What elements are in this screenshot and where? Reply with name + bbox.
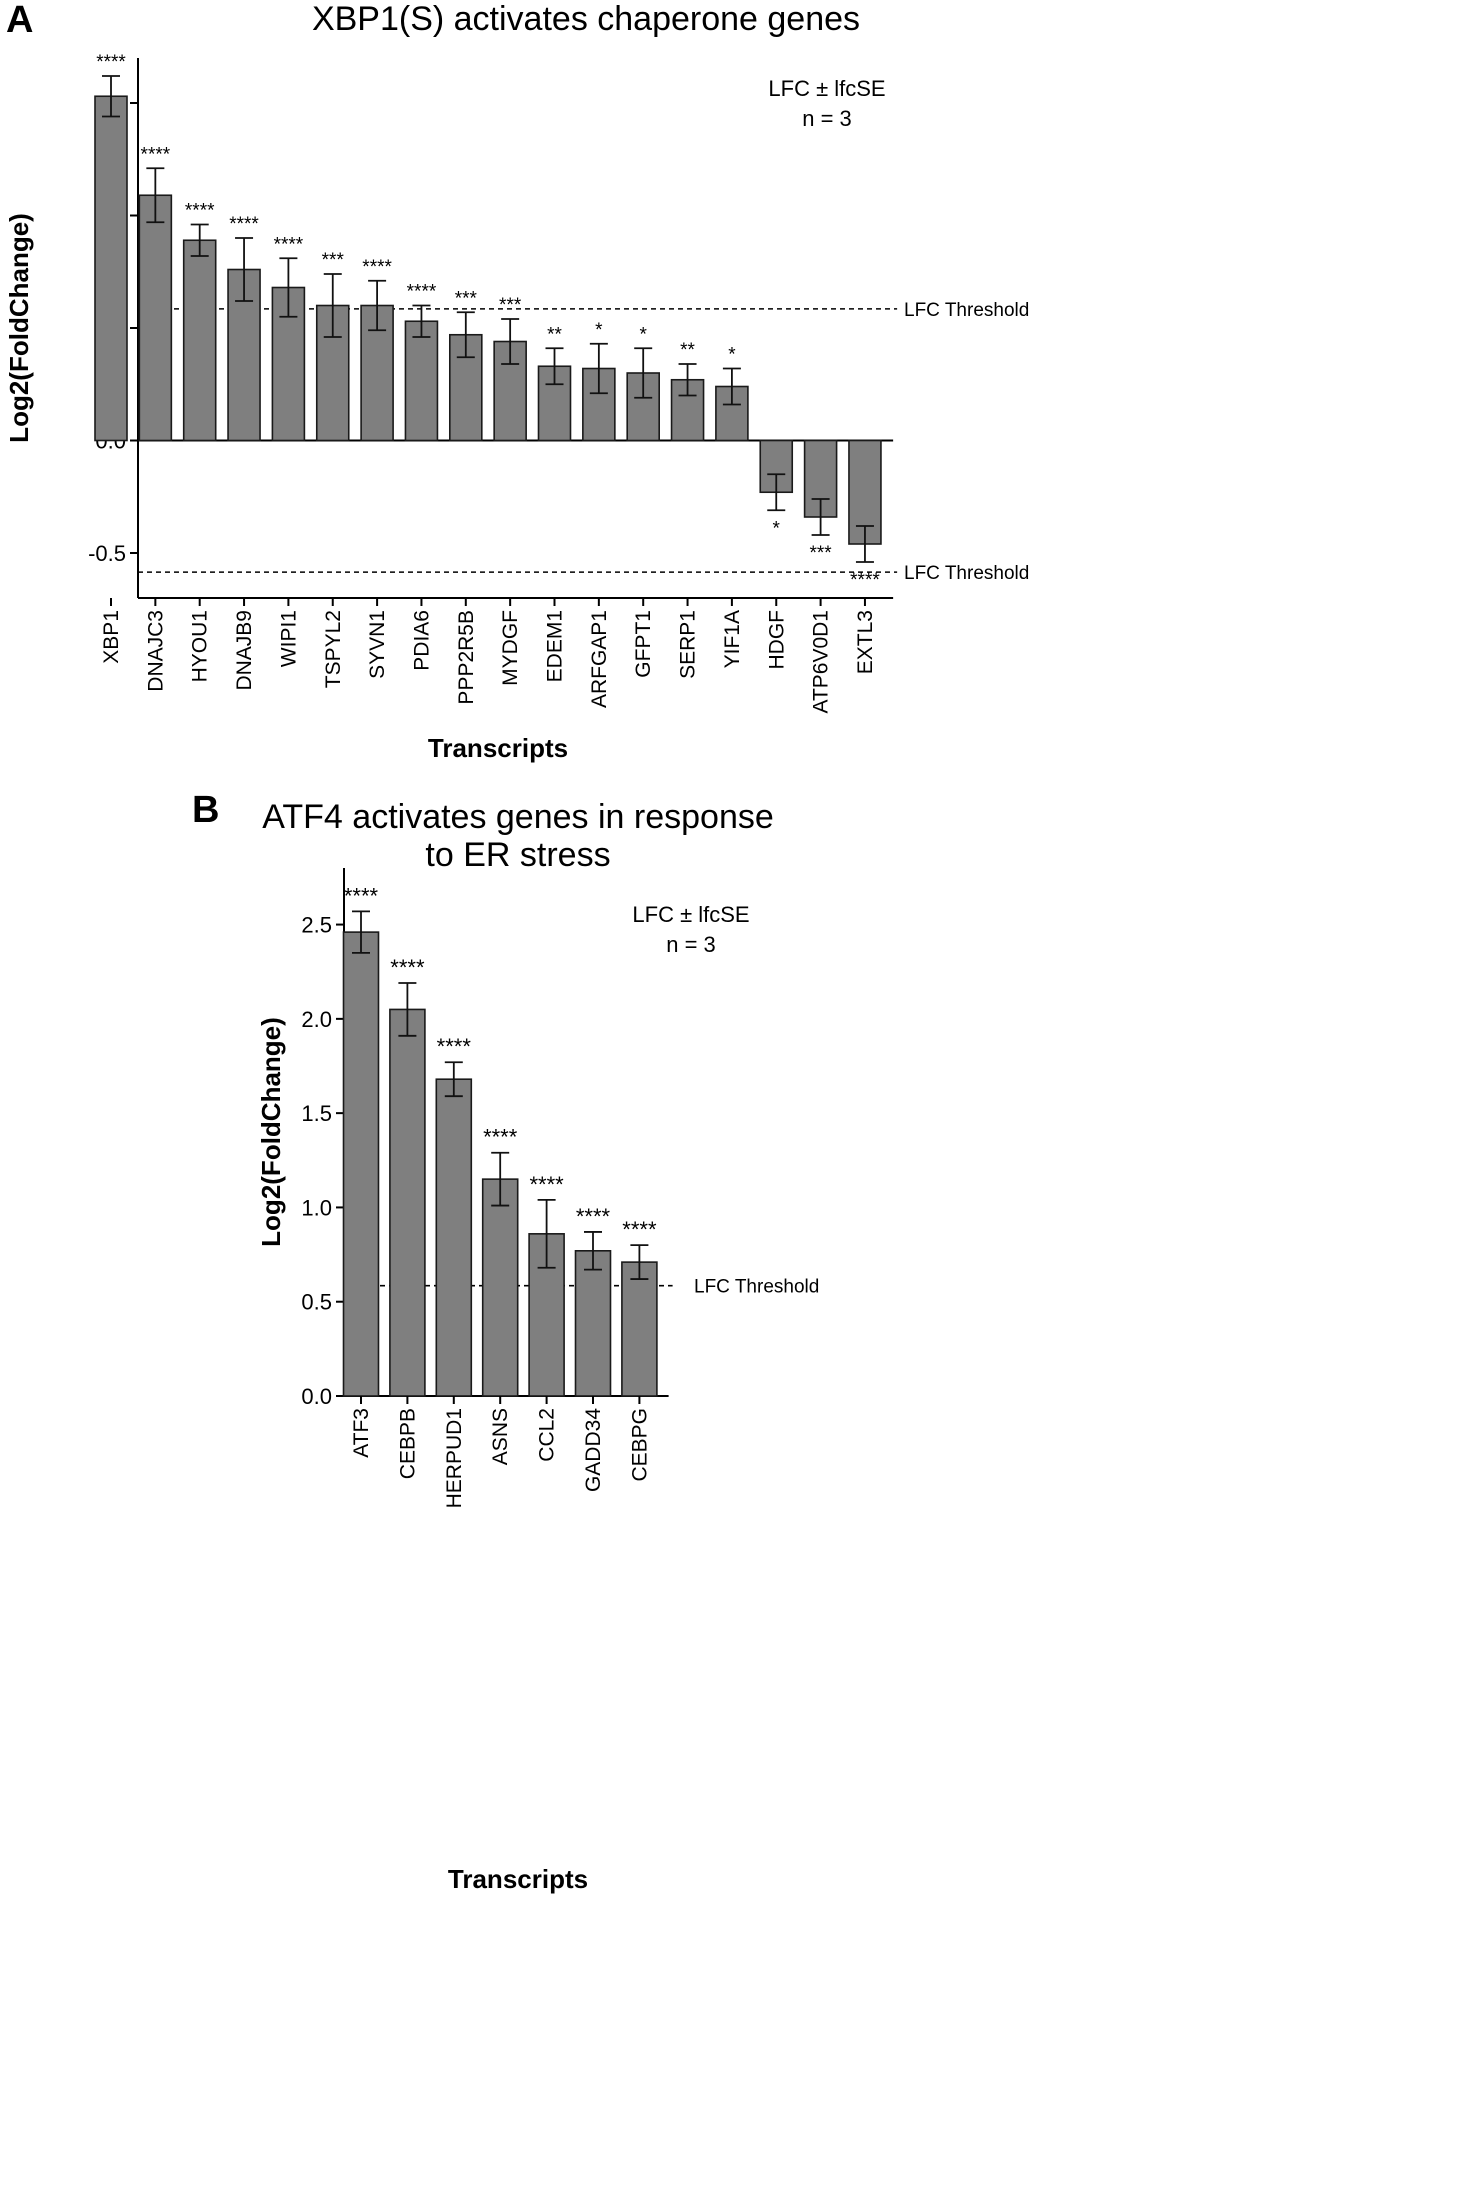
significance-label: * xyxy=(639,324,647,345)
x-category-label: ASNS xyxy=(489,1408,512,1465)
bar-hyou1 xyxy=(182,239,217,442)
significance-label: *** xyxy=(499,295,522,316)
x-category-label: HYOU1 xyxy=(189,610,212,682)
x-category-label: TSPYL2 xyxy=(322,610,345,688)
significance-label: * xyxy=(728,345,736,366)
x-category-label: ATP6V0D1 xyxy=(810,610,833,714)
bar-asns xyxy=(481,1178,519,1397)
significance-label: **** xyxy=(229,214,259,235)
x-category-label: CCL2 xyxy=(536,1408,559,1462)
x-category-label: YIF1A xyxy=(721,610,744,668)
significance-label: **** xyxy=(437,1034,472,1059)
significance-label: **** xyxy=(96,52,126,73)
x-category-label: DNAJC3 xyxy=(144,610,167,692)
significance-label: ** xyxy=(547,324,562,345)
significance-label: *** xyxy=(810,543,833,564)
y-axis-title: Log2(FoldChange) xyxy=(256,1017,286,1247)
y-tick-label: 2.0 xyxy=(301,1007,332,1032)
bar-atf3 xyxy=(342,931,380,1397)
significance-label: **** xyxy=(185,201,215,222)
y-axis-title: Log2(FoldChange) xyxy=(4,213,34,443)
x-category-label: MYDGF xyxy=(499,610,522,686)
x-category-label: EDEM1 xyxy=(544,610,567,682)
significance-label: *** xyxy=(455,288,478,309)
x-category-label: EXTL3 xyxy=(854,610,877,674)
significance-label: **** xyxy=(576,1204,611,1229)
y-tick-label: 1.0 xyxy=(301,1195,332,1220)
x-category-label: CEBPG xyxy=(628,1408,651,1482)
significance-label: **** xyxy=(141,144,171,165)
x-category-label: HERPUD1 xyxy=(443,1408,466,1508)
y-tick-label: -0.5 xyxy=(88,541,126,566)
significance-label: * xyxy=(595,320,603,341)
bar-pdia6 xyxy=(404,320,439,442)
chart-title-line: XBP1(S) activates chaperone genes xyxy=(312,0,860,38)
bar-xbp1 xyxy=(94,95,128,442)
y-tick-label: 0.0 xyxy=(301,1384,332,1409)
x-category-label: XBP1 xyxy=(100,610,123,664)
bar-cebpg xyxy=(621,1261,658,1397)
bar-dnajc3 xyxy=(138,194,173,442)
significance-label: **** xyxy=(483,1125,518,1150)
x-category-label: HDGF xyxy=(765,610,788,670)
chart-title-line: ATF4 activates genes in response xyxy=(262,798,774,836)
x-category-label: GFPT1 xyxy=(632,610,655,678)
significance-label: **** xyxy=(529,1172,564,1197)
x-category-label: CEBPB xyxy=(396,1408,419,1479)
significance-label: **** xyxy=(344,883,379,908)
bar-herpud1 xyxy=(435,1078,473,1397)
chart-title-line: to ER stress xyxy=(425,836,610,874)
chart-annotation-line: LFC ± lfcSE xyxy=(768,76,885,101)
chart-annotation-line: n = 3 xyxy=(666,932,716,957)
x-category-label: SYVN1 xyxy=(366,610,389,679)
chart-annotation-line: LFC ± lfcSE xyxy=(632,902,749,927)
bar-cebpb xyxy=(389,1008,426,1397)
x-category-label: PPP2R5B xyxy=(455,610,478,705)
lfc-threshold-label: LFC Threshold xyxy=(904,563,1029,584)
significance-label: **** xyxy=(274,234,304,255)
x-axis-title: Transcripts xyxy=(448,1864,588,1894)
y-tick-label: 0.5 xyxy=(301,1290,332,1315)
y-tick-label: 1.5 xyxy=(301,1101,332,1126)
x-axis-title: Transcripts xyxy=(428,733,568,763)
significance-label: **** xyxy=(407,282,437,303)
significance-label: * xyxy=(773,518,781,539)
panel-letter: B xyxy=(192,789,219,831)
x-category-label: WIPI1 xyxy=(277,610,300,667)
significance-label: **** xyxy=(362,257,392,278)
x-category-label: PDIA6 xyxy=(410,610,433,671)
lfc-threshold-label: LFC Threshold xyxy=(694,1277,819,1298)
panel-letter: A xyxy=(6,0,33,41)
significance-label: **** xyxy=(622,1217,657,1242)
x-category-label: SERP1 xyxy=(677,610,700,679)
lfc-threshold-label: LFC Threshold xyxy=(904,300,1029,321)
x-category-label: ATF3 xyxy=(350,1408,373,1458)
x-category-label: DNAJB9 xyxy=(233,610,256,691)
significance-label: ** xyxy=(680,340,695,361)
bar-gadd34 xyxy=(574,1250,612,1397)
significance-label: **** xyxy=(850,570,880,591)
chart-annotation-line: n = 3 xyxy=(802,106,852,131)
y-tick-label: 2.5 xyxy=(301,913,332,938)
chart-panel-a: A XBP1(S) activates chaperone genes LFC ± … xyxy=(4,0,1029,763)
significance-label: **** xyxy=(390,955,425,980)
x-category-label: GADD34 xyxy=(582,1408,605,1492)
x-category-label: ARFGAP1 xyxy=(588,610,611,708)
significance-label: *** xyxy=(322,250,345,271)
